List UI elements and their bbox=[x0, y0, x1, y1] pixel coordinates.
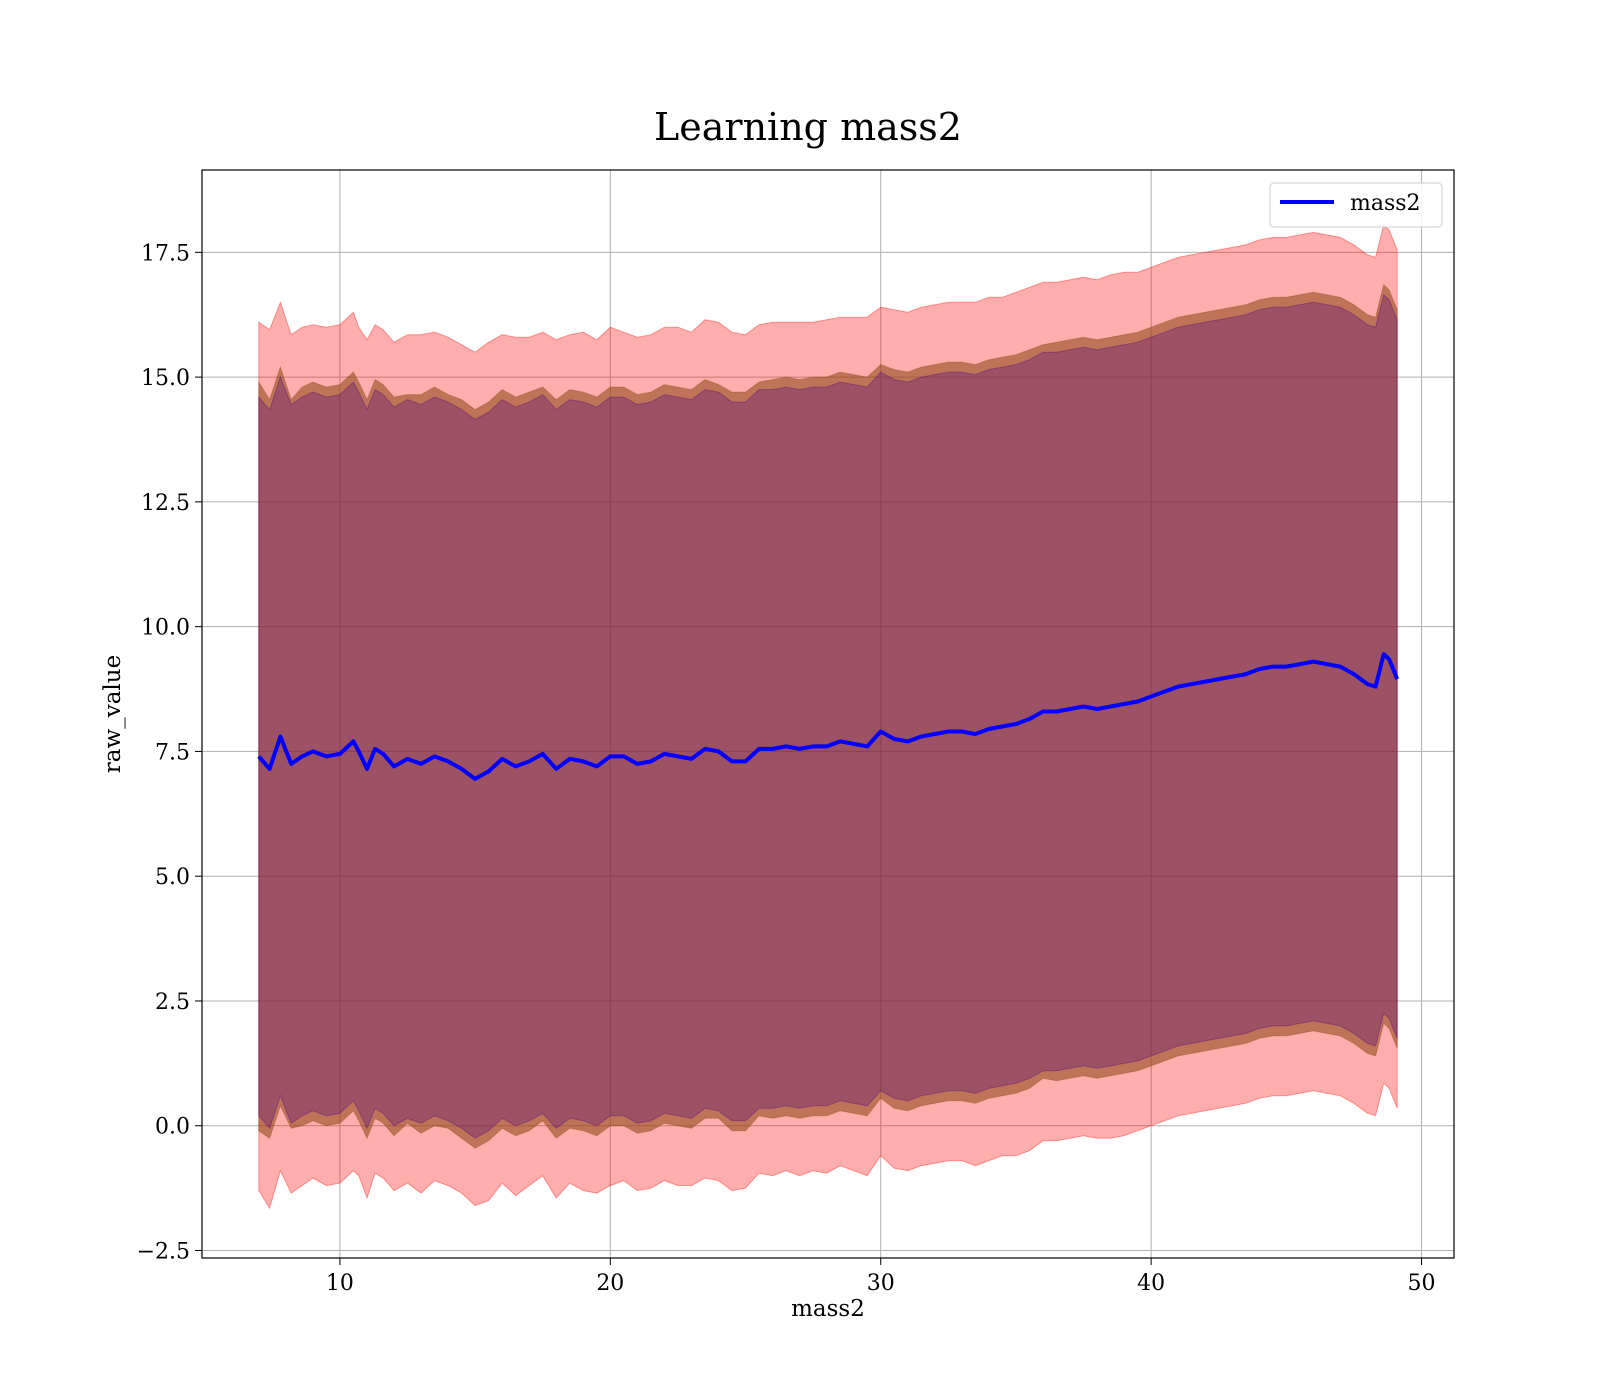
y-tick-label: 2.5 bbox=[155, 990, 190, 1015]
x-tick-label: 50 bbox=[1408, 1271, 1436, 1296]
y-tick-label: 12.5 bbox=[141, 491, 190, 516]
legend-label-mass2: mass2 bbox=[1350, 191, 1421, 216]
x-tick-label: 10 bbox=[326, 1271, 354, 1296]
series-lines bbox=[257, 652, 1400, 781]
plot-area bbox=[201, 169, 1455, 1259]
y-tick-label: 17.5 bbox=[141, 241, 190, 266]
x-tick-label: 40 bbox=[1137, 1271, 1165, 1296]
bands bbox=[258, 223, 1398, 1210]
y-axis-ticks: −2.5 0.0 2.5 5.0 7.5 10.0 12.5 15.0 17.5 bbox=[137, 241, 202, 1265]
y-tick-label: 0.0 bbox=[155, 1115, 190, 1140]
y-tick-label: 7.5 bbox=[155, 740, 190, 765]
chart-title: Learning mass2 bbox=[654, 105, 962, 149]
x-tick-label: 20 bbox=[596, 1271, 624, 1296]
band-inner bbox=[258, 293, 1398, 1139]
y-axis-label: raw_value bbox=[100, 655, 126, 773]
y-tick-label: 5.0 bbox=[155, 865, 190, 890]
legend: mass2 bbox=[1269, 182, 1443, 228]
y-tick-label: 15.0 bbox=[141, 366, 190, 391]
band-middle bbox=[258, 283, 1398, 1149]
series-line-mass2 bbox=[257, 652, 1400, 781]
plot-frame bbox=[201, 169, 1455, 1259]
y-tick-label: −2.5 bbox=[137, 1240, 190, 1265]
x-tick-label: 30 bbox=[867, 1271, 895, 1296]
y-tick-label: 10.0 bbox=[141, 616, 190, 641]
legend-box bbox=[1269, 182, 1443, 228]
x-axis-label: mass2 bbox=[791, 1296, 865, 1322]
x-axis-ticks: 10 20 30 40 50 bbox=[326, 1258, 1436, 1296]
